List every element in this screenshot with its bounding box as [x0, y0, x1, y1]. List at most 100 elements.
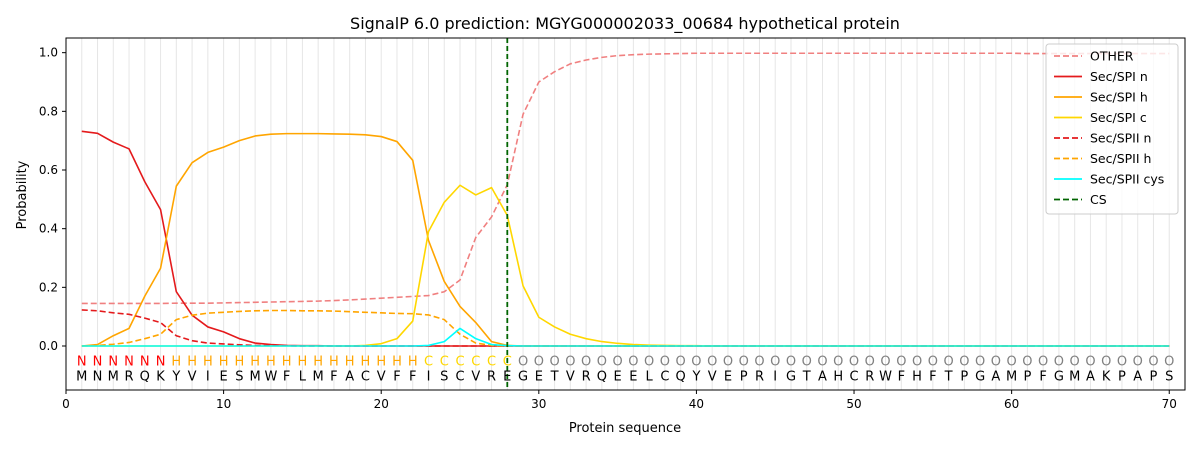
region-label: O	[754, 355, 764, 370]
region-label: C	[440, 355, 449, 370]
residue-label: P	[740, 369, 748, 384]
residue-label: C	[849, 369, 858, 384]
y-tick-label: 0.2	[39, 280, 58, 294]
region-label: O	[707, 355, 717, 370]
region-label: H	[266, 355, 276, 370]
legend: OTHER Sec/SPI n Sec/SPI h Sec/SPI c Sec/SPII…	[1045, 43, 1179, 215]
region-label: N	[77, 355, 87, 370]
residue-label: S	[440, 369, 448, 384]
residue-label: F	[393, 369, 400, 384]
y-axis-label: Probability	[15, 160, 30, 229]
residue-label: C	[660, 369, 669, 384]
residue-label: H	[833, 369, 843, 384]
region-label: O	[912, 355, 922, 370]
region-label: H	[329, 355, 339, 370]
region-label: H	[392, 355, 402, 370]
residue-label: V	[708, 369, 717, 384]
residue-label: I	[773, 369, 777, 384]
residue-label: K	[156, 369, 165, 384]
region-label: O	[928, 355, 938, 370]
region-label: O	[1133, 355, 1143, 370]
x-axis-label: Protein sequence	[569, 421, 681, 436]
region-label: O	[770, 355, 780, 370]
residue-label: G	[786, 369, 796, 384]
region-label: O	[723, 355, 733, 370]
region-label: O	[644, 355, 654, 370]
residue-label: V	[566, 369, 575, 384]
residue-label: W	[879, 369, 892, 384]
residue-label: M	[1069, 369, 1080, 384]
region-label: O	[833, 355, 843, 370]
residue-label: M	[313, 369, 324, 384]
residue-label: F	[409, 369, 416, 384]
x-tick-label: 40	[689, 397, 704, 411]
region-label: H	[219, 355, 229, 370]
region-label: H	[250, 355, 260, 370]
residue-label: R	[582, 369, 591, 384]
residue-label: E	[535, 369, 543, 384]
residue-label: N	[93, 369, 103, 384]
region-label: O	[991, 355, 1001, 370]
region-label: O	[676, 355, 686, 370]
legend-label: Sec/SPI n	[1090, 69, 1148, 84]
region-label: C	[455, 355, 464, 370]
residue-label: T	[802, 369, 811, 384]
residue-label: C	[455, 369, 464, 384]
region-label: H	[234, 355, 244, 370]
legend-label: Sec/SPII h	[1090, 151, 1151, 166]
region-label: H	[376, 355, 386, 370]
y-tick-label: 1.0	[39, 46, 58, 60]
legend-label: OTHER	[1090, 49, 1134, 64]
y-tick-label: 0.8	[39, 104, 58, 118]
residue-label: A	[991, 369, 1000, 384]
x-tick-label: 70	[1162, 397, 1177, 411]
series-line-sec-spii-cys	[81, 327, 1170, 347]
residue-label: E	[219, 369, 227, 384]
residue-label: E	[629, 369, 637, 384]
residue-label: M	[1006, 369, 1017, 384]
region-label: O	[943, 355, 953, 370]
region-label: C	[503, 355, 512, 370]
region-label: O	[1070, 355, 1080, 370]
residue-label: A	[1133, 369, 1142, 384]
region-label: O	[660, 355, 670, 370]
series-lines	[81, 38, 1170, 390]
legend-label: Sec/SPI h	[1090, 90, 1148, 105]
region-label: O	[613, 355, 623, 370]
residue-label: M	[76, 369, 87, 384]
region-label: O	[1117, 355, 1127, 370]
residue-label: R	[755, 369, 764, 384]
residue-label: Q	[676, 369, 686, 384]
region-label: O	[549, 355, 559, 370]
legend-box	[1045, 43, 1179, 215]
x-tick-label: 20	[374, 397, 389, 411]
region-label: O	[534, 355, 544, 370]
residue-label: V	[377, 369, 386, 384]
y-tick-label: 0.6	[39, 163, 58, 177]
residue-label: Y	[691, 369, 700, 384]
region-label: H	[345, 355, 355, 370]
residue-label: E	[503, 369, 511, 384]
residue-label: W	[264, 369, 277, 384]
residue-label: T	[944, 369, 953, 384]
residue-label: P	[1118, 369, 1126, 384]
region-label: C	[471, 355, 480, 370]
residue-label: E	[724, 369, 732, 384]
region-label: C	[487, 355, 496, 370]
residue-label: P	[1150, 369, 1158, 384]
residue-label: C	[361, 369, 370, 384]
region-label: H	[313, 355, 323, 370]
residue-label: F	[1039, 369, 1046, 384]
residue-label: V	[471, 369, 480, 384]
region-label: O	[1007, 355, 1017, 370]
region-label: O	[817, 355, 827, 370]
region-label: O	[849, 355, 859, 370]
residue-label: L	[646, 369, 654, 384]
region-label: O	[581, 355, 591, 370]
region-label: N	[93, 355, 103, 370]
residue-label: V	[188, 369, 197, 384]
region-label: H	[282, 355, 292, 370]
residue-label: P	[960, 369, 968, 384]
residue-label: G	[518, 369, 528, 384]
